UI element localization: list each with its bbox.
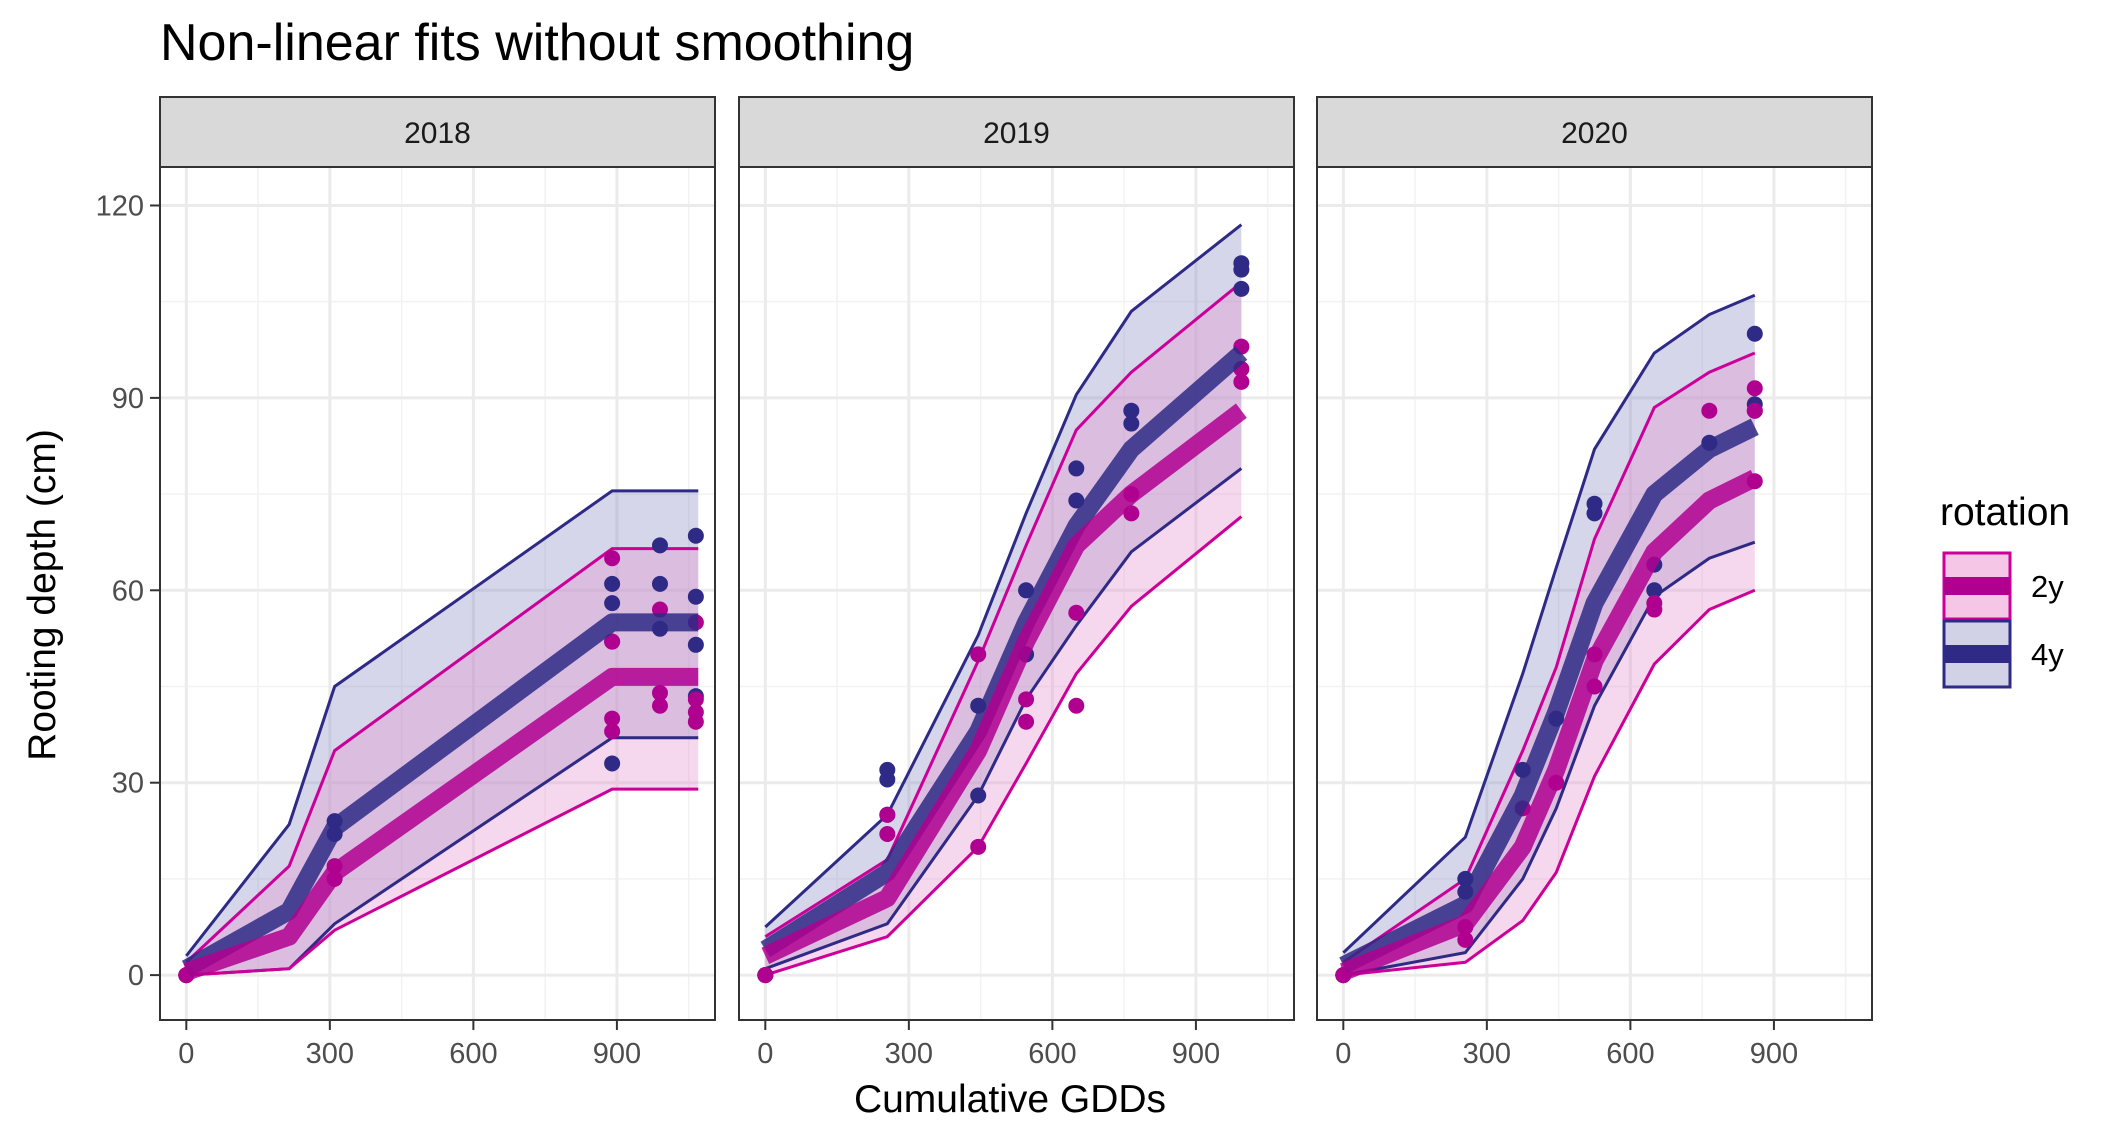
fit-line-4y bbox=[181, 613, 699, 977]
point-4y bbox=[1068, 492, 1085, 509]
y-tick-label: 90 bbox=[112, 383, 144, 415]
x-tick-label: 300 bbox=[885, 1038, 933, 1070]
panel-border bbox=[1316, 166, 1873, 1021]
x-tick-label: 0 bbox=[178, 1038, 194, 1070]
x-tick-label: 600 bbox=[1606, 1038, 1654, 1070]
panel-border bbox=[738, 166, 1295, 1021]
point-4y bbox=[1646, 582, 1663, 599]
point-2y bbox=[1746, 380, 1763, 397]
facet-strip bbox=[159, 96, 716, 168]
point-2y bbox=[1233, 373, 1250, 390]
point-2y bbox=[604, 550, 621, 567]
x-tick-label: 900 bbox=[593, 1038, 641, 1070]
y-tick-label: 0 bbox=[128, 960, 144, 992]
point-4y bbox=[970, 787, 987, 804]
x-tick-label: 600 bbox=[1028, 1038, 1076, 1070]
point-4y bbox=[1746, 325, 1763, 342]
point-4y bbox=[1123, 402, 1140, 419]
ribbon-lower-4y bbox=[1343, 540, 1756, 977]
point-4y bbox=[604, 575, 621, 592]
panel-2019: 2019 0 300 600 900 bbox=[738, 96, 1295, 1070]
ribbon-upper-4y bbox=[185, 489, 699, 957]
point-2y bbox=[1068, 697, 1085, 714]
panel-border bbox=[159, 166, 716, 1021]
point-4y bbox=[1586, 505, 1603, 522]
point-2y bbox=[1068, 604, 1085, 621]
point-4y bbox=[651, 575, 668, 592]
ribbon-upper-2y bbox=[1342, 351, 1756, 964]
point-4y bbox=[687, 527, 704, 544]
panel-2020: 2020 0 300 600 900 bbox=[1316, 96, 1873, 1070]
y-tick-label: 60 bbox=[112, 575, 144, 607]
point-4y bbox=[1233, 261, 1250, 278]
point-2y bbox=[757, 967, 774, 984]
chart-title: Non-linear fits without smoothing bbox=[160, 14, 914, 72]
point-2y bbox=[604, 710, 621, 727]
point-2y bbox=[651, 697, 668, 714]
point-2y bbox=[1018, 713, 1035, 730]
facet-strip-label: 2018 bbox=[404, 117, 471, 150]
ribbon-lower-2y bbox=[764, 515, 1243, 977]
x-tick-label: 900 bbox=[1172, 1038, 1220, 1070]
x-tick-label: 600 bbox=[449, 1038, 497, 1070]
facet-strip-label: 2019 bbox=[983, 117, 1050, 150]
point-4y bbox=[1068, 460, 1085, 477]
point-4y bbox=[1123, 415, 1140, 432]
point-2y bbox=[1018, 691, 1035, 708]
x-tick-label: 0 bbox=[757, 1038, 773, 1070]
point-2y bbox=[1646, 601, 1663, 618]
y-tick-label: 30 bbox=[112, 768, 144, 800]
point-4y bbox=[604, 755, 621, 772]
ribbon-upper-2y bbox=[185, 547, 699, 964]
legend: rotation 2y 4y bbox=[1940, 491, 2070, 689]
ribbon-upper-4y bbox=[1342, 293, 1756, 954]
ribbon-4y bbox=[1343, 295, 1755, 976]
point-4y bbox=[687, 588, 704, 605]
point-4y bbox=[687, 636, 704, 653]
legend-label-2y: 2y bbox=[2031, 569, 2064, 604]
x-tick-label: 300 bbox=[1463, 1038, 1511, 1070]
point-4y bbox=[1018, 582, 1035, 599]
point-2y bbox=[604, 633, 621, 650]
y-axis-title: Rooting depth (cm) bbox=[21, 429, 64, 761]
point-2y bbox=[687, 691, 704, 708]
panel-2018: 2018 0 300 600 900 0 30 60 90 120 bbox=[96, 96, 716, 1070]
legend-label-4y: 4y bbox=[2031, 637, 2064, 672]
fit-line-2y bbox=[183, 667, 699, 981]
point-2y bbox=[651, 684, 668, 701]
ribbon-lower-2y bbox=[186, 787, 699, 977]
point-2y bbox=[604, 723, 621, 740]
point-4y bbox=[604, 595, 621, 612]
point-2y bbox=[1746, 402, 1763, 419]
point-2y bbox=[687, 713, 704, 730]
point-2y bbox=[1701, 402, 1718, 419]
facet-strip bbox=[738, 96, 1295, 168]
facet-strip-label: 2020 bbox=[1561, 117, 1628, 150]
point-2y bbox=[879, 806, 896, 823]
fit-line-2y bbox=[1340, 469, 1759, 981]
legend-title: rotation bbox=[1940, 491, 2070, 534]
point-2y bbox=[879, 826, 896, 843]
point-2y bbox=[1457, 931, 1474, 948]
ribbon-lower-2y bbox=[1343, 588, 1756, 977]
x-axis-title: Cumulative GDDs bbox=[854, 1078, 1166, 1121]
x-tick-label: 0 bbox=[1335, 1038, 1351, 1070]
fit-line-2y bbox=[761, 403, 1247, 965]
point-4y bbox=[879, 771, 896, 788]
y-tick-label: 120 bbox=[96, 190, 144, 222]
point-4y bbox=[1233, 280, 1250, 297]
point-2y bbox=[970, 838, 987, 855]
panel-background bbox=[739, 167, 1294, 1020]
x-tick-label: 300 bbox=[306, 1038, 354, 1070]
point-2y bbox=[970, 646, 987, 663]
fit-line-4y bbox=[1339, 418, 1759, 974]
x-tick-label: 900 bbox=[1750, 1038, 1798, 1070]
point-4y bbox=[651, 537, 668, 554]
